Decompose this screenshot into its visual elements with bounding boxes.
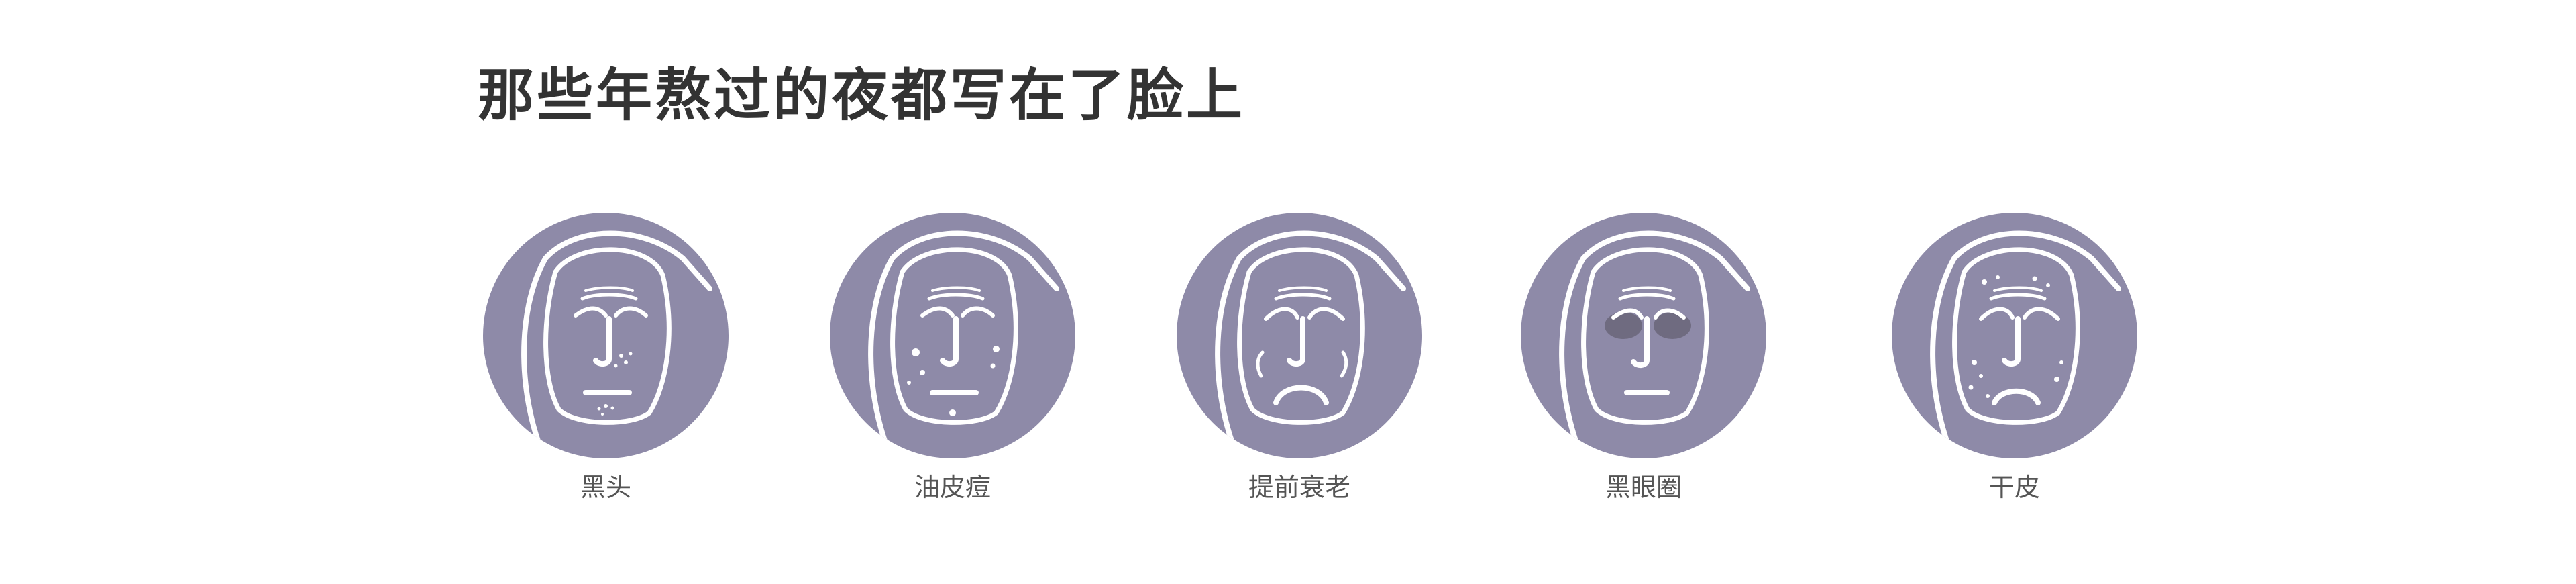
- symptom-label: 黑眼圈: [1605, 473, 1682, 502]
- symptom-card-dark-circles: 黑眼圈: [1519, 211, 1768, 520]
- symptom-label: 油皮痘: [914, 473, 991, 502]
- dry-skin-face-icon: [1892, 213, 2137, 458]
- symptom-label: 提前衰老: [1248, 473, 1350, 502]
- symptom-card-dry-skin: 干皮: [1890, 211, 2139, 520]
- symptom-label: 黑头: [580, 473, 631, 502]
- dark-circles-face-icon: [1521, 213, 1766, 458]
- oily-acne-face-icon: [830, 213, 1075, 458]
- symptom-label: 干皮: [1988, 473, 2040, 502]
- page-title: 那些年熬过的夜都写在了脸上: [478, 62, 1246, 128]
- symptom-card-oily-acne: 油皮痘: [828, 211, 1077, 520]
- premature-aging-face-icon: [1177, 213, 1422, 458]
- symptom-card-premature-aging: 提前衰老: [1175, 211, 1424, 520]
- blackhead-face-icon: [483, 213, 729, 458]
- symptom-card-blackhead: 黑头: [482, 211, 730, 520]
